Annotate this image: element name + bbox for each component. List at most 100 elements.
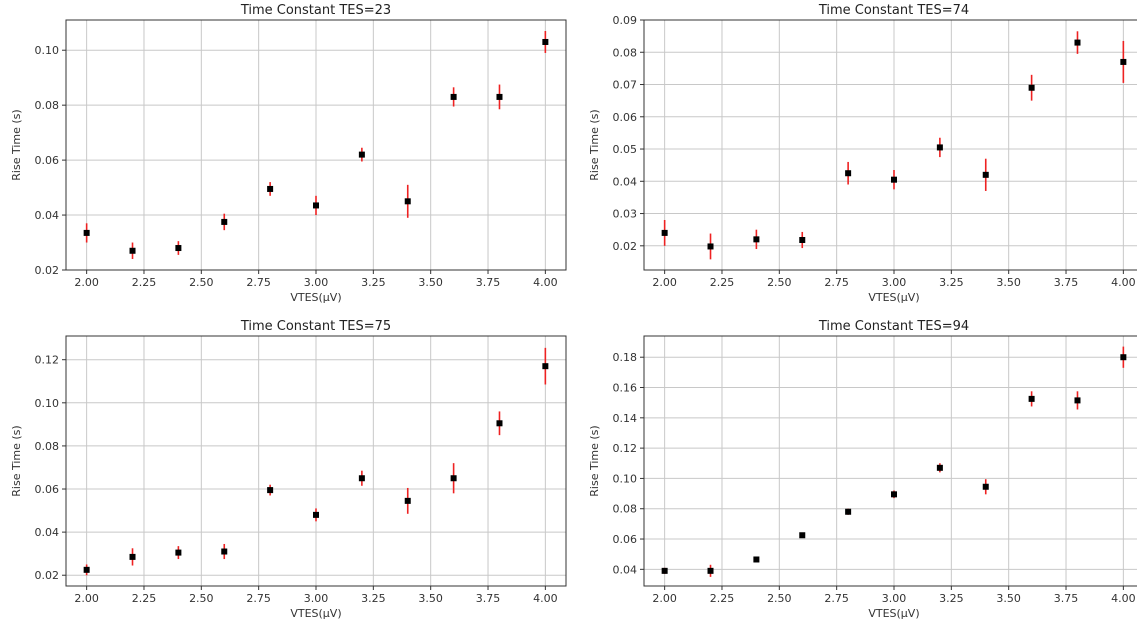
x-tick-label: 2.75 [824, 276, 849, 289]
chart-title: Time Constant TES=74 [818, 3, 969, 18]
x-tick-label: 4.00 [1111, 592, 1136, 605]
data-point [542, 38, 549, 45]
chart-panel-4: Time Constant TES=94 2.00 2.25 2.50 2.75 3.00… [578, 316, 1137, 632]
data-point [753, 556, 760, 563]
data-point [936, 144, 943, 151]
x-tick-label: 2.50 [767, 276, 792, 289]
data-point [129, 553, 136, 560]
data-point [83, 229, 90, 236]
data-point [707, 567, 714, 574]
y-tick-label: 0.18 [613, 351, 638, 364]
x-tick-label: 4.00 [1111, 276, 1136, 289]
data-point [496, 93, 503, 100]
x-tick-label: 2.25 [710, 276, 735, 289]
data-point [221, 218, 228, 225]
y-tick-label: 0.16 [613, 382, 638, 395]
grid-lines [644, 19, 1137, 270]
x-tick-label: 2.25 [132, 276, 157, 289]
data-point [1028, 395, 1035, 402]
plot-frame [643, 19, 1137, 271]
data-point [1074, 397, 1081, 404]
data-point [936, 464, 943, 471]
x-axis-label: VTES(μV) [868, 607, 919, 620]
x-tick-label: 2.50 [767, 592, 792, 605]
y-tick-label: 0.06 [35, 154, 60, 167]
data-point [129, 247, 136, 254]
data-point [982, 483, 989, 490]
data-point [542, 363, 549, 370]
y-tick-label: 0.05 [613, 143, 638, 156]
grid-lines [644, 336, 1137, 586]
y-tick-label: 0.02 [613, 240, 638, 253]
chart-panel-3: Time Constant TES=75 2.00 2.25 2.50 2.75 3.00… [0, 316, 568, 632]
y-tick-label: 0.10 [35, 397, 60, 410]
y-tick-label: 0.14 [613, 412, 638, 425]
x-tick-label: 3.25 [361, 276, 386, 289]
chart-svg: Time Constant TES=23 2.00 2.25 2.50 2.75 3.00… [10, 3, 567, 304]
x-tick-label: 3.75 [1054, 592, 1079, 605]
x-tick-label: 3.50 [418, 276, 443, 289]
y-tick-label: 0.08 [613, 503, 638, 516]
x-tick-label: 3.00 [882, 276, 907, 289]
y-tick-label: 0.07 [613, 79, 638, 92]
data-point [313, 202, 319, 209]
data-point [450, 93, 457, 100]
y-tick-label: 0.08 [35, 99, 60, 112]
x-axis-label: VTES(μV) [290, 291, 341, 304]
data-point [358, 475, 365, 482]
data-point [404, 497, 411, 504]
data-point [404, 198, 411, 205]
data-point [450, 475, 457, 482]
x-tick-label: 2.00 [74, 592, 99, 605]
x-tick-label: 2.00 [74, 276, 99, 289]
data-point [845, 508, 852, 515]
plot-frame [65, 335, 567, 587]
chart-svg: Time Constant TES=94 2.00 2.25 2.50 2.75 3.00… [588, 319, 1137, 620]
y-tick-label: 0.09 [613, 14, 638, 27]
data-point [496, 420, 503, 427]
y-tick-label: 0.10 [35, 44, 60, 57]
x-tick-label: 2.25 [710, 592, 735, 605]
y-tick-label: 0.04 [35, 209, 60, 222]
x-tick-label: 4.00 [533, 592, 558, 605]
y-axis-label: Rise Time (s) [10, 109, 23, 180]
x-tick-label: 2.00 [652, 592, 677, 605]
data-point [313, 511, 319, 518]
y-axis-label: Rise Time (s) [588, 109, 601, 180]
data-point [1074, 39, 1081, 46]
chart-svg: Time Constant TES=75 2.00 2.25 2.50 2.75 3.00… [10, 319, 567, 620]
plot-frame [65, 19, 567, 271]
y-tick-label: 0.06 [35, 483, 60, 496]
data-point [267, 185, 274, 192]
x-tick-label: 2.00 [652, 276, 677, 289]
y-tick-label: 0.10 [613, 472, 638, 485]
data-point [799, 237, 806, 243]
x-tick-label: 3.75 [1054, 276, 1079, 289]
x-tick-label: 2.25 [132, 592, 157, 605]
y-tick-label: 0.04 [613, 175, 638, 188]
x-tick-label: 3.00 [304, 592, 329, 605]
x-tick-label: 3.25 [939, 276, 964, 289]
data-point [707, 243, 714, 250]
y-tick-label: 0.02 [35, 569, 60, 582]
data-point [358, 151, 365, 158]
y-tick-label: 0.08 [613, 46, 638, 59]
y-tick-label: 0.12 [613, 442, 638, 455]
x-tick-label: 2.75 [824, 592, 849, 605]
chart-title: Time Constant TES=23 [240, 3, 391, 18]
data-point [799, 532, 806, 539]
x-tick-label: 3.50 [996, 592, 1021, 605]
x-tick-label: 2.75 [246, 592, 271, 605]
y-tick-label: 0.04 [35, 526, 60, 539]
x-tick-label: 3.75 [476, 276, 501, 289]
data-point [661, 229, 668, 236]
x-tick-label: 4.00 [533, 276, 558, 289]
x-axis-label: VTES(μV) [290, 607, 341, 620]
data-point [661, 567, 668, 574]
y-axis-label: Rise Time (s) [588, 425, 601, 496]
x-tick-label: 3.75 [476, 592, 501, 605]
data-point [891, 491, 897, 498]
y-tick-label: 0.04 [613, 563, 638, 576]
x-tick-label: 3.25 [361, 592, 386, 605]
y-tick-label: 0.02 [35, 264, 60, 277]
